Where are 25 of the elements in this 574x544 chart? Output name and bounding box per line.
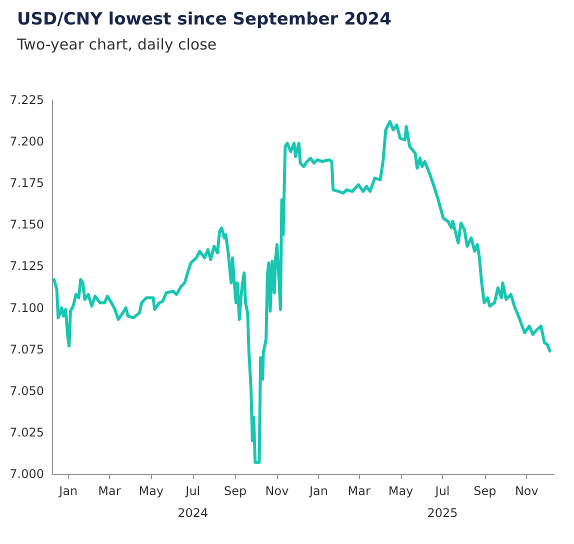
x-tick-label: Jan (58, 484, 78, 498)
x-tick-label: May (138, 484, 164, 498)
y-tick-label: 7.200 (10, 134, 44, 149)
x-tick-label: Jul 2025 (427, 484, 458, 520)
x-tick-label: Mar (348, 484, 370, 498)
y-tick-label: 7.100 (10, 300, 44, 315)
y-tick-label: 7.125 (10, 259, 44, 274)
x-tick-label: May (388, 484, 414, 498)
chart-subtitle: Two-year chart, daily close (16, 36, 217, 54)
line-series (52, 120, 552, 464)
y-tick-label: 7.025 (10, 425, 44, 440)
y-tick-label: 7.225 (10, 93, 44, 107)
x-tick-label: Nov (514, 484, 538, 498)
y-tick-label: 7.050 (10, 384, 44, 398)
y-tick-label: 7.075 (10, 342, 44, 356)
x-tick-label: Nov (265, 484, 289, 498)
chart-title: USD/CNY lowest since September 2024 (17, 10, 392, 30)
y-tick-label: 7.150 (10, 218, 44, 232)
x-tick-label: Jul 2024 (178, 484, 208, 520)
x-tick-label: Sep (224, 484, 247, 498)
x-tick-label: Jan (308, 484, 328, 498)
x-tick-label: Sep (474, 484, 496, 498)
x-tick-label: Mar (98, 484, 121, 498)
y-tick-label: 7.000 (10, 467, 44, 481)
y-tick-label: 7.175 (10, 176, 44, 190)
